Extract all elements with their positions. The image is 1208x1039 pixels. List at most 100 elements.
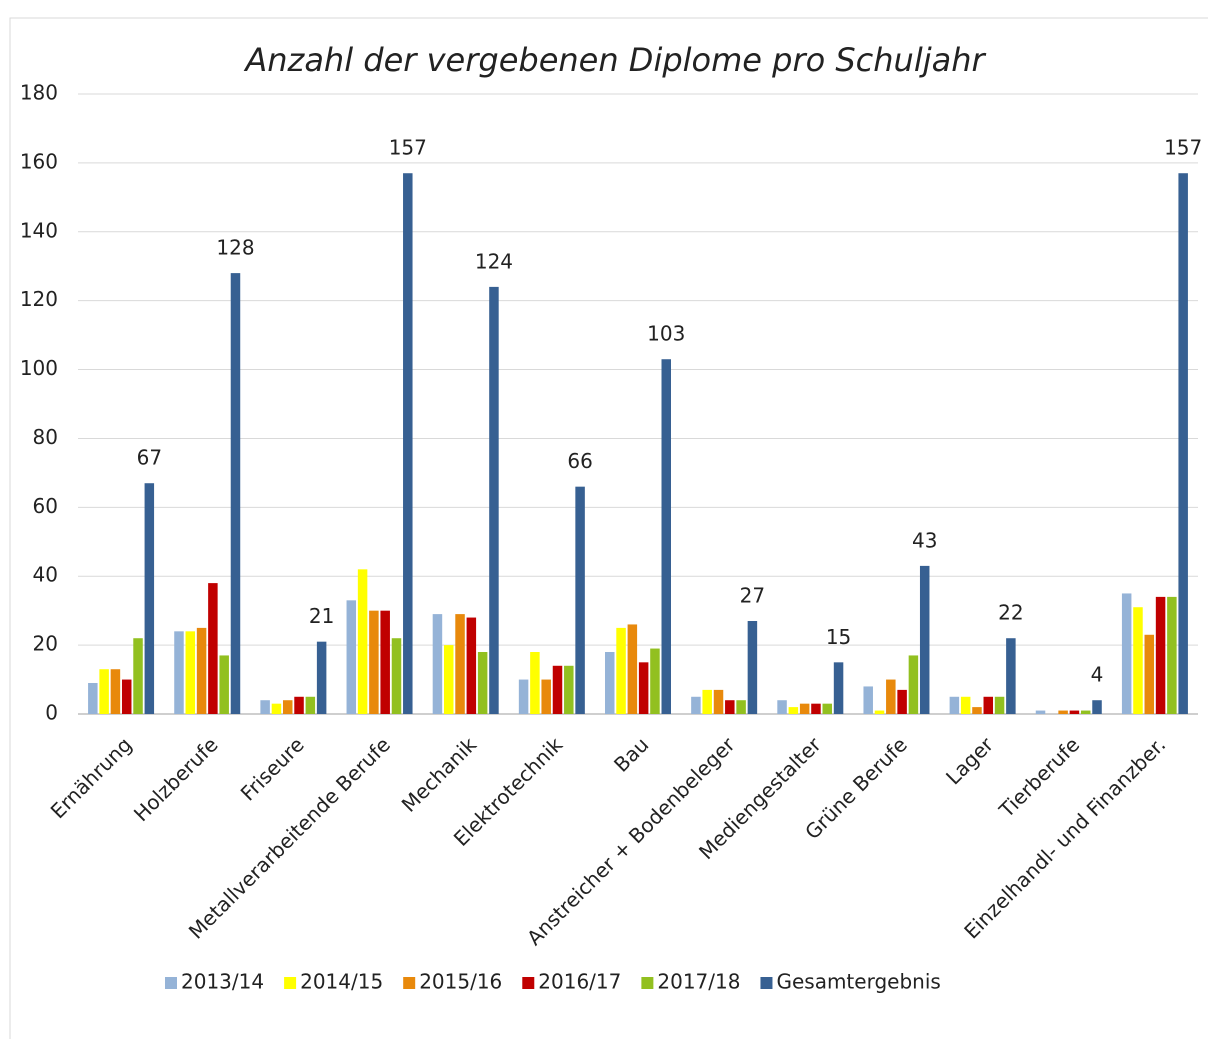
bar <box>983 696 994 714</box>
bar <box>477 652 488 714</box>
legend-label: 2014/15 <box>300 970 383 994</box>
bar <box>960 696 971 714</box>
bar <box>919 565 930 714</box>
bar <box>863 686 873 714</box>
bar <box>747 621 758 714</box>
bar <box>897 689 907 714</box>
data-label: 67 <box>137 446 162 470</box>
bar <box>972 707 982 714</box>
bar <box>627 624 638 714</box>
bar <box>230 273 241 714</box>
bar <box>530 652 540 714</box>
bar <box>369 610 379 714</box>
bar <box>725 700 735 714</box>
bar <box>432 614 443 714</box>
y-tick-label: 40 <box>33 563 58 587</box>
y-tick-label: 160 <box>20 149 58 173</box>
bar <box>316 641 327 714</box>
legend-label: 2015/16 <box>419 970 502 994</box>
y-tick-label: 0 <box>45 701 58 725</box>
y-tick-label: 180 <box>20 81 58 105</box>
legend-swatch <box>403 977 416 989</box>
bar <box>260 700 270 714</box>
legend-swatch <box>522 977 535 989</box>
legend-label: 2016/17 <box>538 970 621 994</box>
data-label: 43 <box>912 528 937 552</box>
bar <box>1155 596 1166 714</box>
y-tick-label: 140 <box>20 218 58 242</box>
legend-label: 2017/18 <box>657 970 740 994</box>
data-label: 22 <box>998 601 1023 625</box>
bar <box>788 707 799 714</box>
bar <box>886 679 896 714</box>
chart-title: Anzahl der vergebenen Diplome pro Schulj… <box>243 41 986 79</box>
bar <box>564 665 574 714</box>
bar <box>552 665 563 714</box>
y-tick-label: 20 <box>33 632 58 656</box>
bar <box>391 638 402 714</box>
bar <box>305 696 316 714</box>
data-label: 66 <box>567 449 592 473</box>
bar <box>822 703 833 714</box>
legend-swatch <box>284 977 297 989</box>
legend-label: 2013/14 <box>181 970 264 994</box>
bar <box>713 689 724 714</box>
bar <box>949 696 960 714</box>
data-label: 21 <box>309 604 334 628</box>
bar <box>777 700 787 714</box>
data-label: 124 <box>475 249 513 273</box>
bar <box>1058 710 1068 714</box>
bar <box>799 703 810 714</box>
legend-swatch <box>641 977 654 989</box>
bar <box>1121 593 1132 714</box>
chart-border <box>9 17 1208 1039</box>
legend-swatch <box>165 977 177 989</box>
bar <box>271 703 282 714</box>
bar <box>466 617 477 714</box>
bar <box>994 696 1005 714</box>
y-tick-label: 80 <box>33 425 58 449</box>
bar <box>638 662 649 714</box>
bar <box>650 648 660 714</box>
bar <box>133 638 143 714</box>
data-label: 157 <box>1164 136 1202 160</box>
legend-label: Gesamtergebnis <box>776 970 940 994</box>
bar <box>346 600 357 714</box>
bar <box>616 627 626 714</box>
bar <box>403 173 413 714</box>
bar <box>1080 710 1091 714</box>
bar <box>1178 173 1188 714</box>
bar <box>811 703 821 714</box>
bar <box>99 669 109 714</box>
data-label: 4 <box>1091 663 1104 687</box>
bar <box>1069 710 1080 714</box>
bar <box>518 679 529 714</box>
bar <box>575 486 585 714</box>
bar <box>219 655 229 714</box>
bar <box>1035 710 1046 714</box>
bar <box>1144 634 1155 714</box>
bar <box>121 679 132 714</box>
data-label: 15 <box>826 625 851 649</box>
bar <box>357 569 368 714</box>
bar <box>443 645 454 714</box>
bar <box>1006 638 1016 714</box>
bar <box>1133 607 1143 714</box>
bar <box>282 700 293 714</box>
bar <box>1167 596 1177 714</box>
bar <box>174 631 184 714</box>
bar <box>185 631 196 714</box>
data-label: 128 <box>216 236 254 260</box>
bar <box>1092 700 1102 714</box>
y-tick-label: 60 <box>33 494 58 518</box>
bar <box>380 610 390 714</box>
bar <box>736 700 746 714</box>
bar <box>196 627 207 714</box>
bar <box>605 652 615 714</box>
bar <box>489 286 499 714</box>
data-label: 27 <box>740 584 765 608</box>
legend-swatch <box>760 977 773 989</box>
bar <box>833 662 844 714</box>
y-tick-label: 120 <box>20 287 58 311</box>
